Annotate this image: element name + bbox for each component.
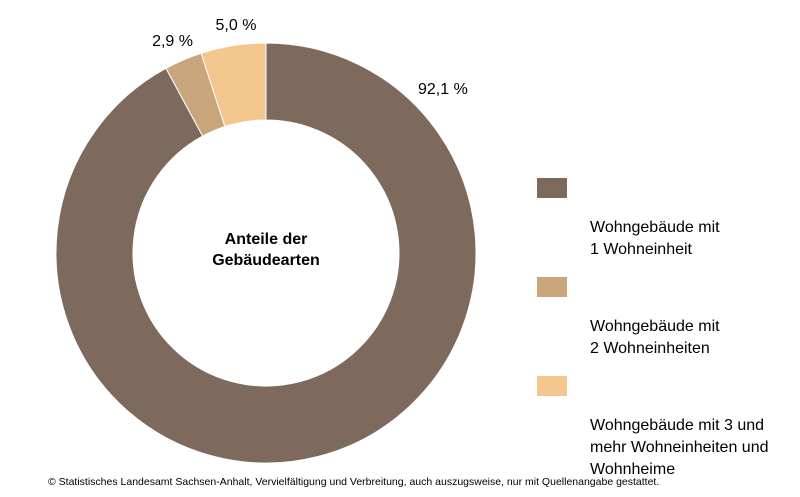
legend-item-1-wohneinheit: Wohngebäude mit 1 Wohneinheit	[537, 173, 797, 261]
slice-label-3: 5,0 %	[216, 17, 257, 34]
legend-swatch-3-und-mehr	[537, 376, 567, 396]
legend-label-3-und-mehr: Wohngebäude mit 3 und mehr Wohneinheiten…	[590, 417, 769, 478]
slices-group	[55, 42, 477, 464]
legend-item-3-und-mehr: Wohngebäude mit 3 und mehr Wohneinheiten…	[537, 371, 797, 481]
legend-item-2-wohneinheiten: Wohngebäude mit 2 Wohneinheiten	[537, 272, 797, 360]
center-title-line-2: Gebäudearten	[212, 252, 320, 269]
legend-label-1-wohneinheit: Wohngebäude mit 1 Wohneinheit	[590, 219, 720, 258]
legend-swatch-1-wohneinheit	[537, 178, 567, 198]
legend: Wohngebäude mit 1 Wohneinheit Wohngebäud…	[537, 173, 797, 481]
copyright-footer: © Statistisches Landesamt Sachsen-Anhalt…	[48, 476, 660, 488]
slice-label-2: 2,9 %	[152, 33, 193, 50]
donut-slice-1	[55, 42, 477, 464]
slice-labels-group: 92,1 % 2,9 % 5,0 %	[152, 17, 468, 98]
legend-swatch-2-wohneinheiten	[537, 277, 567, 297]
center-title-line-1: Anteile der	[225, 231, 308, 248]
legend-label-2-wohneinheiten: Wohngebäude mit 2 Wohneinheiten	[590, 318, 720, 357]
slice-label-1: 92,1 %	[418, 81, 468, 98]
donut-slice-3	[200, 42, 267, 128]
